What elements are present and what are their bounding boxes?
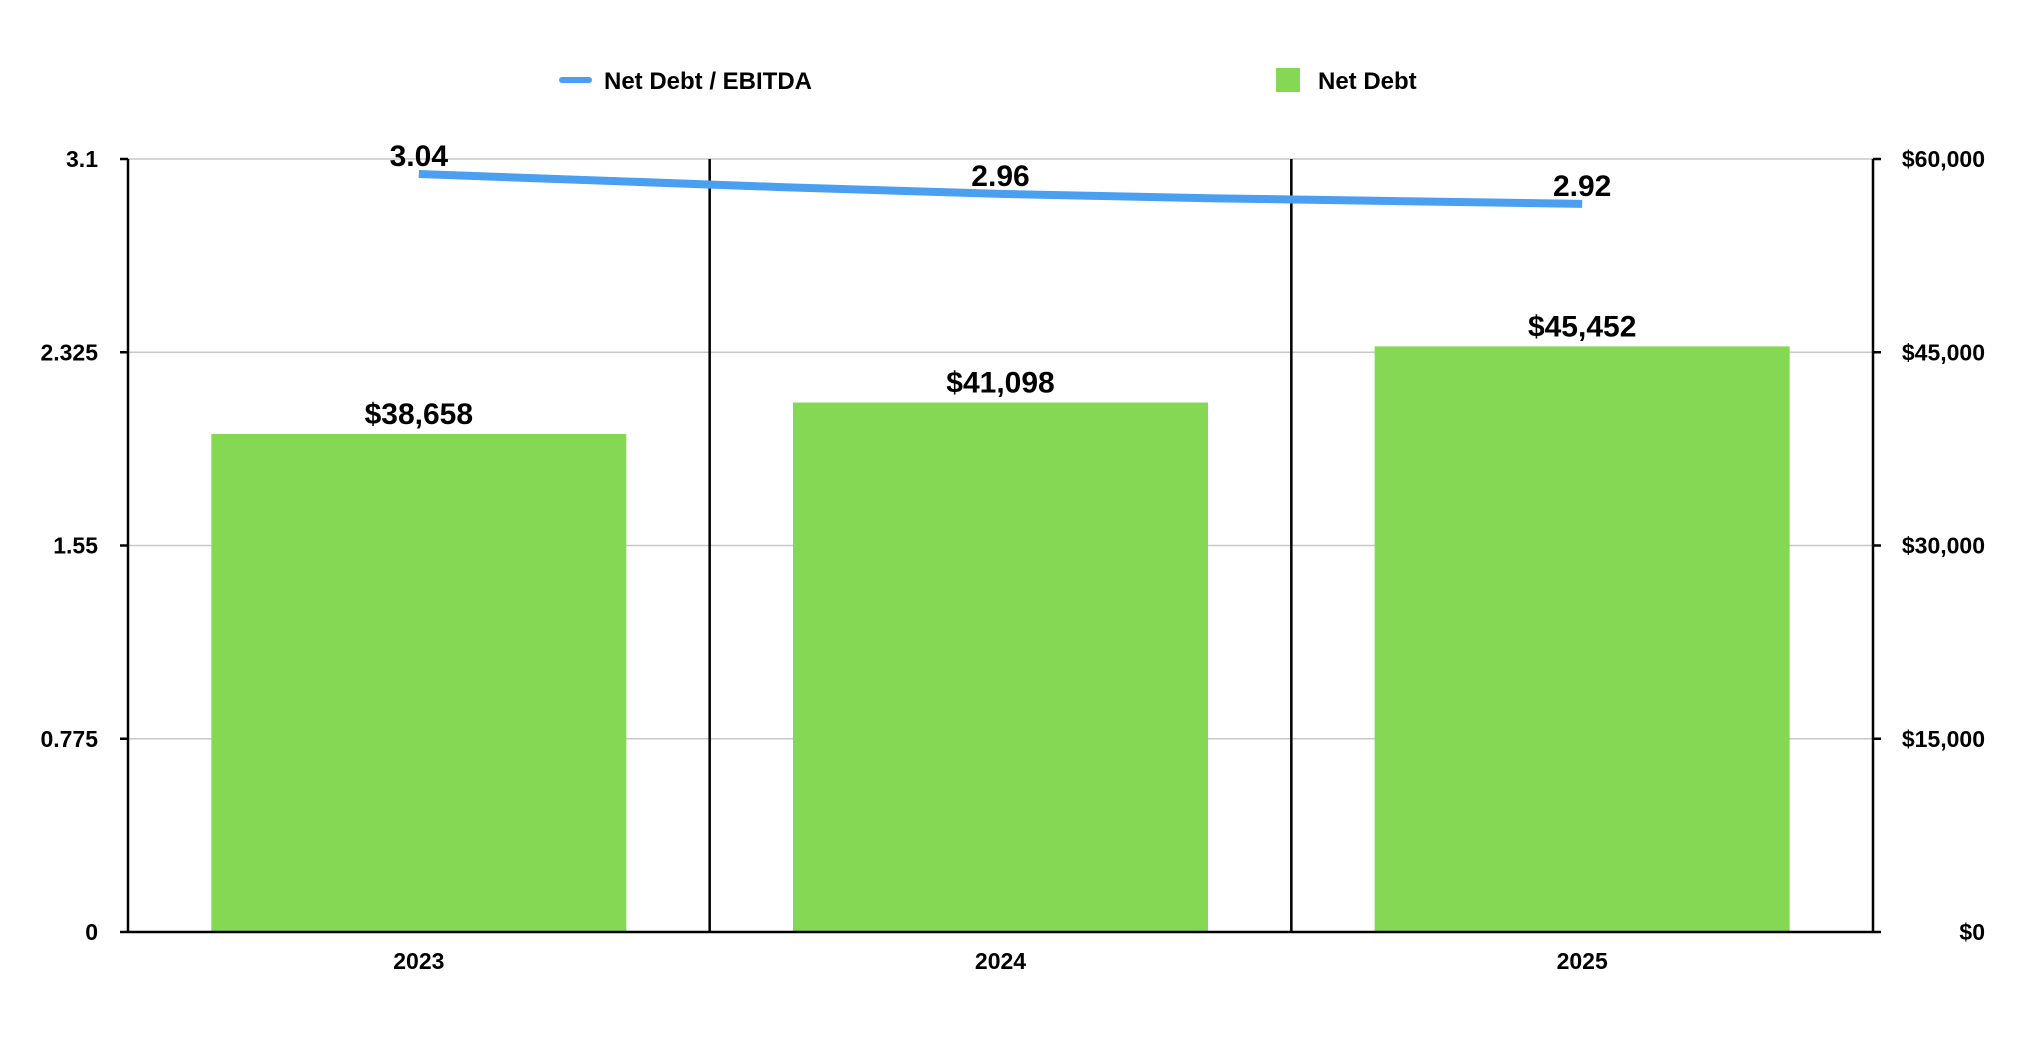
line-net-debt-ebitda bbox=[418, 169, 1583, 208]
left-tick-label-2: 1.55 bbox=[53, 533, 98, 559]
left-tick-label-1: 0.775 bbox=[40, 726, 98, 752]
bar-label-2025: $45,452 bbox=[1528, 310, 1636, 343]
left-tick-label-3: 2.325 bbox=[40, 339, 98, 365]
ratio-line-group bbox=[418, 169, 1583, 208]
right-tick-label-2: $30,000 bbox=[1902, 533, 1985, 559]
right-tick-label-0: $0 bbox=[1959, 919, 1985, 945]
tick-labels: 0 0.775 1.55 2.325 3.1 $0 $15,000 $30,000 $45,00… bbox=[40, 146, 1985, 974]
right-tick-label-3: $45,000 bbox=[1902, 339, 1985, 365]
x-tick-label-2024: 2024 bbox=[975, 948, 1026, 974]
data-labels: $38,658 $41,098 $45,452 3.04 2.96 2.92 bbox=[365, 140, 1637, 431]
axes bbox=[120, 157, 1881, 934]
bar-net-debt-2023 bbox=[211, 433, 627, 932]
bars-group bbox=[211, 346, 1790, 932]
legend-marker-net-debt bbox=[1276, 68, 1300, 92]
bar-label-2023: $38,658 bbox=[365, 398, 473, 431]
right-tick-label-4: $60,000 bbox=[1902, 146, 1985, 172]
legend: Net Debt / EBITDA Net Debt bbox=[559, 68, 1417, 95]
ratio-label-2025: 2.92 bbox=[1553, 170, 1611, 203]
x-tick-label-2023: 2023 bbox=[393, 948, 444, 974]
legend-label-net-debt-ebitda: Net Debt / EBITDA bbox=[604, 68, 812, 95]
bar-net-debt-2025 bbox=[1374, 346, 1790, 932]
right-tick-label-1: $15,000 bbox=[1902, 726, 1985, 752]
ratio-label-2023: 3.04 bbox=[390, 140, 449, 173]
bar-label-2024: $41,098 bbox=[946, 367, 1054, 400]
legend-label-net-debt: Net Debt bbox=[1318, 68, 1417, 95]
left-tick-label-4: 3.1 bbox=[66, 146, 98, 172]
category-dividers bbox=[708, 159, 1293, 932]
bar-net-debt-2024 bbox=[793, 402, 1208, 932]
x-tick-label-2025: 2025 bbox=[1557, 948, 1608, 974]
ratio-label-2024: 2.96 bbox=[971, 160, 1029, 193]
left-tick-label-0: 0 bbox=[85, 919, 98, 945]
